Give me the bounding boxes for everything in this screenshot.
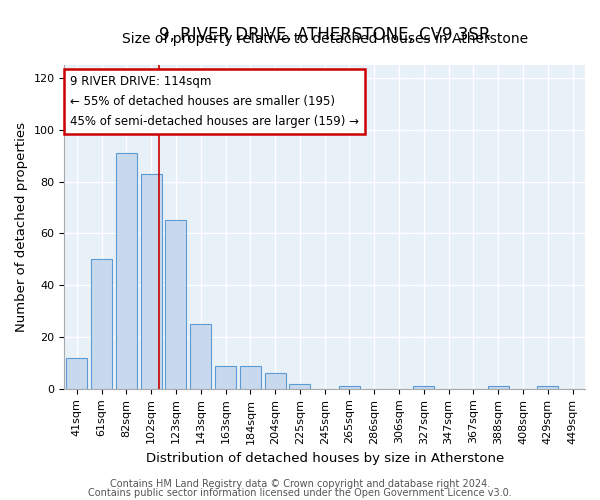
Bar xyxy=(339,386,360,389)
Bar xyxy=(289,384,310,389)
Y-axis label: Number of detached properties: Number of detached properties xyxy=(15,122,28,332)
Bar xyxy=(91,260,112,389)
Bar xyxy=(265,374,286,389)
Text: Size of property relative to detached houses in Atherstone: Size of property relative to detached ho… xyxy=(122,32,528,46)
Bar xyxy=(166,220,187,389)
Bar xyxy=(116,153,137,389)
Bar xyxy=(215,366,236,389)
Bar xyxy=(140,174,162,389)
Bar xyxy=(190,324,211,389)
Bar xyxy=(413,386,434,389)
Text: 9 RIVER DRIVE: 114sqm
← 55% of detached houses are smaller (195)
45% of semi-det: 9 RIVER DRIVE: 114sqm ← 55% of detached … xyxy=(70,74,359,128)
Bar xyxy=(537,386,559,389)
Text: Contains HM Land Registry data © Crown copyright and database right 2024.: Contains HM Land Registry data © Crown c… xyxy=(110,479,490,489)
Bar xyxy=(488,386,509,389)
Text: Contains public sector information licensed under the Open Government Licence v3: Contains public sector information licen… xyxy=(88,488,512,498)
Bar xyxy=(240,366,261,389)
X-axis label: Distribution of detached houses by size in Atherstone: Distribution of detached houses by size … xyxy=(146,452,504,465)
Bar xyxy=(66,358,88,389)
Title: 9, RIVER DRIVE, ATHERSTONE, CV9 3SR: 9, RIVER DRIVE, ATHERSTONE, CV9 3SR xyxy=(159,26,490,44)
